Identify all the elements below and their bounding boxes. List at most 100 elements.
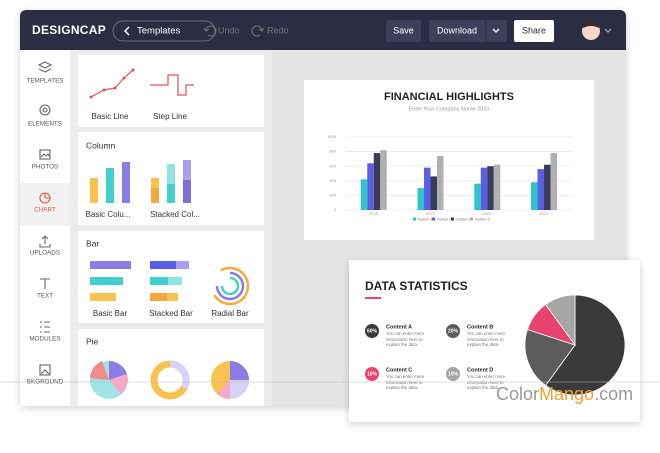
bar [424,167,431,210]
sidebar-icons [37,61,53,376]
doc-title: DATA STATISTICS [365,279,468,293]
bar [474,183,481,210]
watermark-part: Color [496,384,539,404]
legend-label: Option D [475,216,491,221]
chart-option[interactable]: Basic Bar [93,309,128,318]
bar [437,155,444,210]
bar [493,164,501,210]
y-tick-label: 800 [329,149,336,154]
y-tick-label: 0 [334,207,337,212]
share-label: Share [522,25,546,35]
legend-label: Option C [456,216,472,221]
badge [365,367,379,381]
bar [430,176,438,210]
active-item-bg [20,183,70,226]
x-tick-label: 2020 [482,211,492,216]
back-label: Templates [137,26,181,37]
share-button[interactable] [514,20,554,42]
sidebar-item[interactable]: TEXT [37,293,53,300]
x-tick-label: 2019 [426,211,436,216]
back-button[interactable] [112,20,216,42]
bar [544,164,551,210]
chart-option[interactable]: Stacked Col... [150,210,200,219]
item-title: Content C [386,367,412,373]
back-icon [123,26,130,36]
bar [550,153,558,210]
y-tick-label: 400 [329,178,336,183]
badge [365,324,379,338]
redo-label: Redo [267,25,289,35]
section-title: Pie [86,336,99,346]
logo: DESIGNCAP [32,23,106,37]
item-title: Content A [386,324,412,330]
bar [367,163,374,210]
section-title: Bar [86,238,99,248]
thumbnails [89,68,250,400]
legend-label: Option B [437,216,453,221]
doc-subtitle: Enter Your Company Name 2020 [409,106,490,112]
sidebar-item[interactable]: CHART [34,207,56,214]
doc-title: FINANCIAL HIGHLIGHTS [384,91,514,103]
sidebar-item[interactable]: ELEMENTS [28,121,62,128]
chart-option[interactable]: Radial Bar [211,309,249,318]
badge [446,367,460,381]
avatar-hair [583,20,599,28]
y-tick-label: 1000 [327,134,337,139]
pie-slice [524,329,576,387]
download-label: Download [437,25,477,35]
bar [360,179,368,210]
chart-option[interactable]: Basic Line [92,112,129,121]
dropdown-icon[interactable] [492,28,500,33]
financial-card[interactable] [304,80,594,240]
badge [446,324,460,338]
sidebar [20,50,70,406]
chart-option[interactable]: Basic Colu... [86,210,131,219]
watermark-part: Mango [539,384,594,404]
undo-label: Undo [218,25,240,35]
legend-label: Option A [418,216,434,221]
legend-swatch [470,217,473,221]
sidebar-item[interactable]: MODULES [29,336,60,343]
watermark-part: .com [594,384,633,404]
item-text-box: You can enter more information here to e… [467,331,506,348]
download-button[interactable] [429,20,507,42]
sidebar-item[interactable]: UPLOADS [30,250,60,257]
redo-icon [251,25,265,37]
avatar-menu[interactable] [604,28,612,33]
save-label: Save [393,25,414,35]
sidebar-item[interactable]: TEMPLATES [27,78,64,85]
badge-label: 20% [448,329,459,335]
item-text: You can enter more information here to e… [386,331,425,348]
x-tick-label: 2018 [369,211,379,216]
x-tick-label: 2021 [539,211,549,216]
bar [537,169,545,210]
pie-slice [545,294,576,347]
watermark: ColorMango.com [496,384,633,404]
chart-option[interactable]: Stacked Bar [149,309,193,318]
bar [373,153,381,210]
item-title: Content B [467,324,493,330]
bar [417,188,425,210]
bar [487,166,494,210]
item-text-box: You can enter more information here to e… [386,374,425,391]
y-tick-label: 200 [329,192,336,197]
item-title: Content D [467,367,493,373]
legend-swatch [413,217,416,221]
chart-option[interactable]: Step Line [153,112,187,121]
undo-icon [203,25,217,37]
bar [480,167,488,210]
badge-label: 10% [448,372,459,378]
legend-swatch [451,217,454,221]
sidebar-item[interactable]: PHOTOS [32,164,58,171]
bar [380,150,387,210]
section-title: Column [86,140,116,150]
bar [531,182,538,210]
item-text: You can enter more information here to e… [467,331,506,348]
item-text: You can enter more information here to e… [386,374,425,391]
line-card [78,55,264,127]
badge-label: 60% [367,329,378,335]
save-button[interactable] [386,20,421,42]
pie-slice [545,294,626,396]
